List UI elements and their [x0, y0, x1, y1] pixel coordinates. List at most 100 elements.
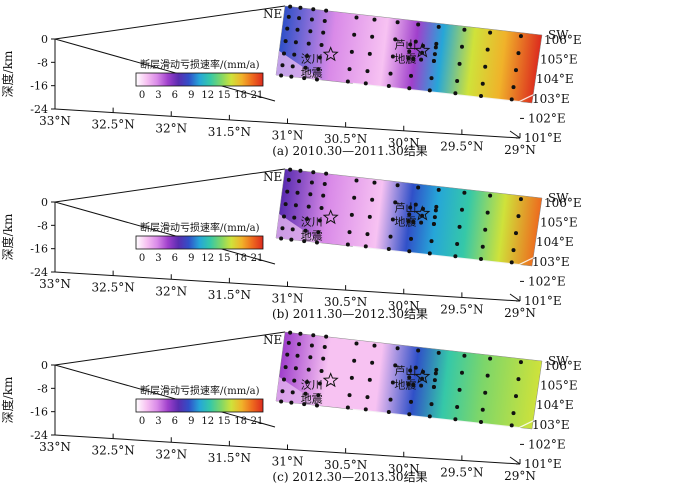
observation-point: [363, 81, 368, 86]
observation-point: [427, 251, 432, 256]
observation-point: [283, 365, 288, 370]
colorbar-scale: [135, 72, 264, 87]
lon-tick-label: 105°E: [540, 53, 578, 67]
colorbar-tick-label: 6: [172, 416, 178, 427]
wenchuan-label: 汶川: [301, 51, 323, 65]
lat-tick-label: 30.5°N: [324, 295, 367, 309]
observation-point: [431, 385, 436, 390]
observation-point: [305, 217, 310, 222]
colorbar-tick-label: 21: [251, 253, 264, 264]
observation-point: [352, 195, 357, 200]
observation-point: [363, 244, 368, 249]
lat-tick-label: 32°N: [155, 447, 187, 461]
observation-point: [365, 232, 370, 237]
observation-point: [432, 52, 437, 57]
observation-point: [453, 254, 458, 259]
lon-tick-label: 102°E: [528, 111, 566, 125]
observation-point: [321, 193, 326, 198]
observation-point: [393, 200, 398, 205]
lon-tick-label: 105°E: [540, 379, 578, 393]
lushan-star-icon: [414, 42, 431, 58]
lat-tick-label: 31°N: [272, 455, 304, 469]
lon-tick-label: 105°E: [540, 216, 578, 230]
observation-point: [309, 17, 314, 22]
wenchuan-star-icon: [322, 46, 339, 62]
observation-point: [462, 353, 467, 358]
observation-point: [314, 240, 319, 245]
observation-point: [483, 390, 488, 395]
colorbar-tick-label: 9: [188, 253, 194, 264]
depth-tick-label: -8: [37, 219, 48, 232]
observation-point: [455, 241, 460, 246]
depth-tick-label: -16: [30, 406, 48, 419]
observation-point: [345, 79, 350, 84]
lat-tick-label: 31.5°N: [208, 288, 251, 302]
lushan-star-icon: [414, 368, 431, 384]
lat-tick-label: 32.5°N: [92, 281, 135, 295]
depth-tick-label: -24: [30, 103, 48, 116]
sw-label: SW: [548, 354, 569, 368]
observation-point: [407, 412, 412, 417]
observation-point: [411, 382, 416, 387]
observation-point: [407, 249, 412, 254]
lat-tick-label: 33°N: [39, 114, 71, 128]
observation-point: [431, 222, 436, 227]
observation-point: [413, 202, 418, 207]
observation-point: [480, 81, 485, 86]
observation-point: [303, 391, 308, 396]
lon-tick-label: 104°E: [536, 72, 574, 86]
observation-point: [488, 193, 493, 198]
observation-point: [409, 73, 414, 78]
observation-point: [457, 224, 462, 229]
observation-point: [395, 183, 400, 188]
observation-point: [459, 207, 464, 212]
lat-tick-label: 29.5°N: [440, 465, 483, 479]
colorbar-title: 断层滑动亏损速率/(mm/a): [140, 58, 260, 71]
observation-point: [433, 45, 438, 50]
observation-point: [395, 346, 400, 351]
observation-point: [289, 400, 294, 405]
observation-point: [367, 214, 372, 219]
observation-point: [292, 215, 297, 220]
observation-point: [509, 97, 514, 102]
lon-tick-label: 101°E: [524, 294, 562, 308]
observation-point: [285, 352, 290, 357]
observation-point: [372, 343, 377, 348]
colorbar-scale: [135, 398, 264, 413]
observation-point: [309, 343, 314, 348]
colorbar-tick-label: 3: [155, 253, 161, 264]
observation-point: [285, 26, 290, 31]
lat-tick-label: 32.5°N: [92, 444, 135, 458]
observation-point: [513, 231, 518, 236]
wenchuan-star-icon: [322, 372, 339, 388]
lon-tick-label: 106°E: [544, 196, 582, 210]
observation-point: [485, 47, 490, 52]
observation-point: [393, 37, 398, 42]
observation-point: [395, 20, 400, 25]
observation-point: [372, 17, 377, 22]
colorbar-tick-label: 12: [201, 90, 214, 101]
ne-label: NE: [263, 333, 282, 347]
observation-point: [431, 59, 436, 64]
colorbar-tick-label: 9: [188, 90, 194, 101]
observation-point: [390, 380, 395, 385]
lat-tick-label: 29°N: [504, 143, 536, 157]
lat-tick-label: 31.5°N: [208, 451, 251, 465]
observation-point: [347, 230, 352, 235]
lat-tick-label: 31°N: [272, 129, 304, 143]
observation-point: [302, 402, 307, 407]
observation-point: [306, 41, 311, 46]
ne-label: NE: [263, 7, 282, 21]
observation-point: [433, 371, 438, 376]
lat-tick-label: 33°N: [39, 277, 71, 291]
observation-point: [354, 15, 359, 20]
depth-tick-label: -24: [30, 266, 48, 279]
observation-point: [298, 5, 303, 10]
observation-point: [286, 340, 291, 345]
colorbar-tick-label: 6: [172, 253, 178, 264]
observation-point: [453, 417, 458, 422]
observation-point: [311, 7, 316, 12]
observation-point: [293, 203, 298, 208]
observation-point: [409, 236, 414, 241]
observation-point: [367, 377, 372, 382]
